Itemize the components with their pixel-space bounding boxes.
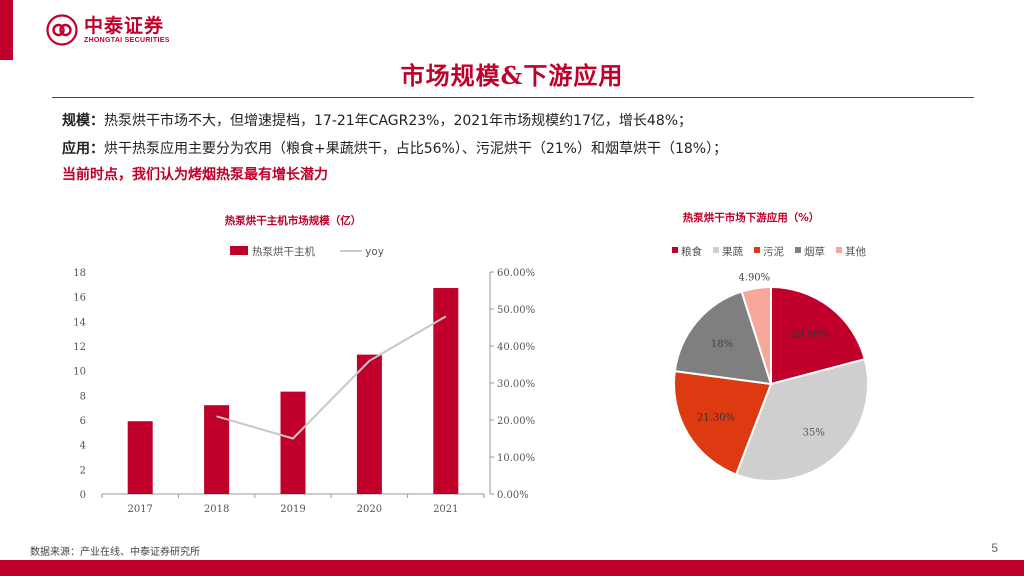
footer-bar: [0, 560, 1024, 576]
pie-legend-label: 粮食: [681, 245, 702, 258]
y-right-tick-label: 60.00%: [497, 268, 535, 279]
x-tick-label: 2020: [357, 504, 382, 515]
y-right-tick-label: 20.00%: [497, 416, 535, 427]
legend-bar-swatch: [230, 246, 248, 255]
pie-legend-swatch: [713, 247, 719, 253]
bar-2020: [356, 354, 382, 494]
y-left-tick-label: 0: [80, 490, 86, 501]
point-key: 应用：: [62, 141, 104, 157]
pie-slice-粮食: [770, 285, 866, 386]
pie-legend-label: 污泥: [763, 245, 784, 258]
y-left-tick-label: 4: [80, 441, 86, 452]
point-application: 应用：烘干热泵应用主要分为农用（粮食+果蔬烘干，占比56%）、污泥烘干（21%）…: [62, 140, 727, 158]
pie-legend-label: 果蔬: [722, 246, 743, 258]
point-key: 规模：: [62, 113, 104, 129]
pie-slice-其他: [740, 285, 772, 385]
y-right-tick-label: 30.00%: [497, 379, 535, 390]
pie-legend-swatch: [754, 247, 760, 253]
pie-data-label: 18%: [711, 339, 733, 350]
y-right-tick-label: 0.00%: [497, 490, 529, 501]
y-left-tick-label: 8: [80, 391, 86, 402]
y-left-tick-label: 14: [73, 317, 86, 328]
y-left-tick-label: 18: [73, 268, 86, 279]
pie-data-label: 4.90%: [738, 272, 770, 283]
y-left-tick-label: 6: [80, 416, 86, 427]
left-accent-bar: [0, 0, 13, 60]
x-tick-label: 2021: [433, 504, 458, 515]
pie-chart-title: 热泵烘干市场下游应用（%）: [683, 211, 820, 224]
point-text: 热泵烘干市场不大，但增速提档，17-21年CAGR23%，2021年市场规模约1…: [104, 113, 693, 129]
pie-slice-烟草: [673, 290, 773, 386]
y-left-tick-label: 12: [73, 342, 86, 353]
data-source: 数据来源：产业在线、中泰证券研究所: [30, 547, 200, 558]
y-right-tick-label: 10.00%: [497, 453, 535, 464]
page-title: 市场规模&下游应用: [400, 61, 624, 90]
x-tick-label: 2019: [280, 504, 305, 515]
x-tick-label: 2017: [127, 504, 152, 515]
pie-legend-label: 烟草: [804, 245, 825, 258]
y-left-tick-label: 10: [73, 367, 86, 378]
bar-chart-title: 热泵烘干主机市场规模（亿）: [225, 214, 362, 227]
pie-legend-label: 其他: [845, 245, 866, 258]
point-scale: 规模：热泵烘干市场不大，但增速提档，17-21年CAGR23%，2021年市场规…: [62, 112, 692, 130]
brand-name-en: ZHONGTAI SECURITIES: [84, 37, 170, 44]
x-tick-label: 2018: [204, 504, 229, 515]
y-right-tick-label: 40.00%: [497, 342, 535, 353]
brand-logo: 中泰证券 ZHONGTAI SECURITIES: [46, 14, 170, 46]
pie-legend-swatch: [795, 247, 801, 253]
bar-2018: [204, 405, 230, 494]
y-left-tick-label: 16: [73, 293, 86, 304]
yoy-line: [216, 315, 447, 440]
point-text: 烘干热泵应用主要分为农用（粮食+果蔬烘干，占比56%）、污泥烘干（21%）和烟草…: [104, 141, 728, 157]
y-left-tick-label: 2: [80, 465, 86, 476]
page-number: 5: [991, 541, 998, 555]
brand-name-cn: 中泰证券: [84, 15, 165, 37]
pie-slice-污泥: [673, 369, 773, 476]
pie-legend-swatch: [672, 247, 678, 253]
y-right-tick-label: 50.00%: [497, 305, 535, 316]
bar-2019: [280, 391, 306, 494]
pie-legend-swatch: [836, 247, 842, 253]
brand-logo-icon: [46, 14, 78, 46]
point-highlight: 当前时点，我们认为烤烟热泵最有增长潜力: [62, 166, 328, 184]
bar-2017: [127, 421, 153, 494]
title-divider: [52, 97, 974, 98]
bar-2021: [433, 288, 459, 494]
legend-line-label: yoy: [365, 246, 384, 258]
pie-data-label: 20.90%: [791, 329, 829, 340]
pie-data-label: 35%: [803, 428, 825, 439]
pie-data-label: 21.30%: [697, 413, 735, 424]
point-text: 当前时点，我们认为烤烟热泵最有增长潜力: [62, 167, 328, 183]
legend-bar-label: 热泵烘干主机: [252, 245, 315, 258]
